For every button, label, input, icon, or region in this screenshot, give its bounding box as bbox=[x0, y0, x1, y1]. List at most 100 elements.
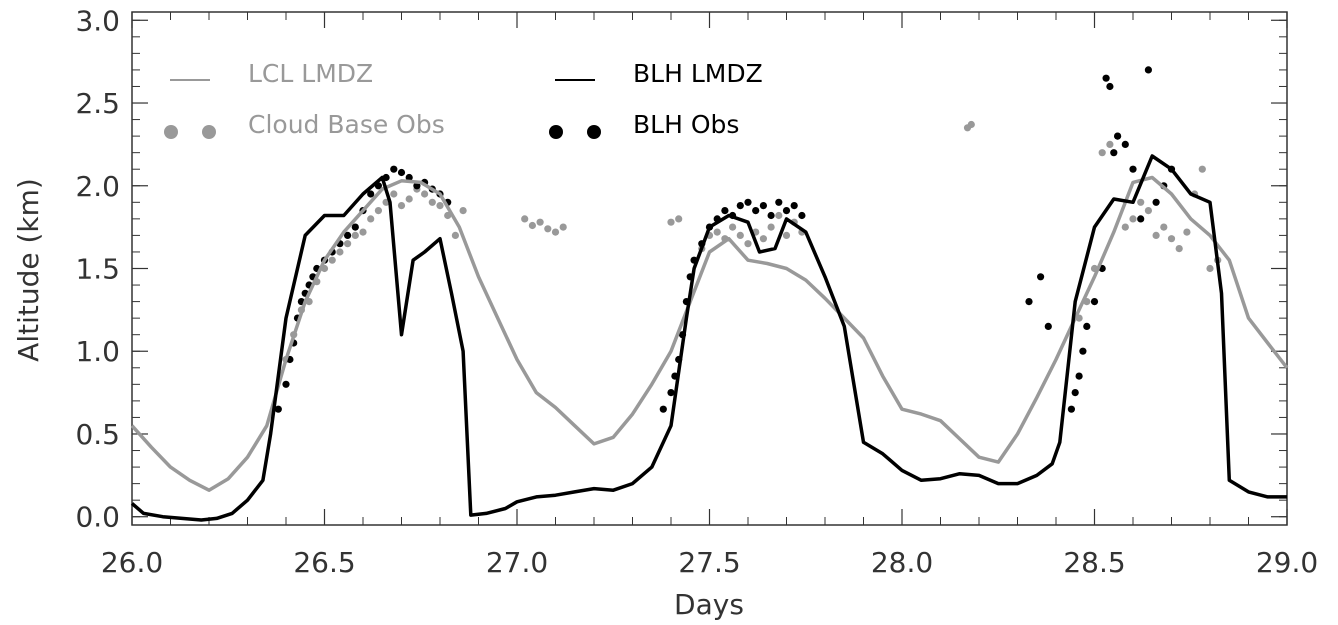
legend-label-cloud-base-obs: Cloud Base Obs bbox=[248, 110, 445, 139]
point-cloud-base-obs bbox=[428, 198, 436, 206]
point-blh-obs bbox=[1044, 322, 1052, 330]
point-blh-obs bbox=[390, 165, 398, 173]
point-cloud-base-obs bbox=[1160, 223, 1168, 231]
plot-frame bbox=[131, 11, 1288, 526]
point-blh-obs bbox=[775, 198, 783, 206]
point-cloud-base-obs bbox=[767, 223, 775, 231]
point-blh-obs bbox=[351, 223, 359, 231]
point-blh-obs bbox=[1071, 389, 1079, 397]
legend-swatch-cloud-base-obs-2 bbox=[202, 125, 216, 139]
point-cloud-base-obs bbox=[1098, 149, 1106, 157]
point-cloud-base-obs bbox=[1152, 231, 1160, 239]
point-blh-obs bbox=[1067, 405, 1075, 413]
y-tick-label: 0.5 bbox=[75, 418, 120, 451]
point-blh-obs bbox=[1137, 215, 1145, 223]
point-cloud-base-obs bbox=[536, 218, 544, 226]
point-blh-obs bbox=[1102, 74, 1110, 82]
point-cloud-base-obs bbox=[459, 207, 467, 215]
point-cloud-base-obs bbox=[421, 190, 429, 198]
point-blh-obs bbox=[1025, 298, 1033, 306]
point-blh-obs bbox=[1079, 347, 1087, 355]
point-cloud-base-obs bbox=[667, 218, 675, 226]
point-cloud-base-obs bbox=[713, 228, 721, 236]
point-cloud-base-obs bbox=[397, 202, 406, 210]
point-cloud-base-obs bbox=[521, 215, 529, 223]
point-cloud-base-obs bbox=[967, 120, 975, 129]
point-blh-obs bbox=[736, 202, 744, 210]
point-blh-obs bbox=[659, 405, 667, 413]
point-blh-obs bbox=[1114, 132, 1122, 140]
y-tick-label: 2.0 bbox=[75, 170, 120, 203]
point-blh-obs bbox=[274, 405, 282, 413]
point-cloud-base-obs bbox=[736, 231, 744, 239]
y-tick-label: 3.0 bbox=[75, 4, 120, 37]
series-line-lcl-lmdz bbox=[130, 175, 1289, 492]
point-cloud-base-obs bbox=[729, 223, 737, 231]
point-blh-obs bbox=[413, 182, 421, 190]
point-blh-obs bbox=[405, 173, 413, 182]
point-blh-obs bbox=[282, 380, 290, 388]
series-layer bbox=[130, 66, 1289, 522]
legend-label-blh-lmdz: BLH LMDZ bbox=[633, 59, 763, 88]
point-cloud-base-obs bbox=[1206, 264, 1214, 273]
point-blh-obs bbox=[744, 198, 752, 206]
point-cloud-base-obs bbox=[451, 231, 459, 239]
axis-ticks bbox=[131, 12, 1288, 525]
point-cloud-base-obs bbox=[744, 240, 752, 248]
point-blh-obs bbox=[767, 211, 775, 220]
point-cloud-base-obs bbox=[336, 248, 344, 256]
point-blh-obs bbox=[782, 207, 791, 215]
point-blh-obs bbox=[1121, 140, 1129, 148]
point-cloud-base-obs bbox=[1183, 228, 1191, 236]
x-axis-title: Days bbox=[674, 588, 744, 621]
point-blh-obs bbox=[1075, 372, 1083, 380]
point-blh-obs bbox=[344, 231, 352, 239]
point-blh-obs bbox=[667, 389, 675, 397]
legend-swatch-blh-obs-2 bbox=[587, 125, 601, 139]
point-cloud-base-obs bbox=[675, 215, 683, 223]
point-blh-obs bbox=[1083, 322, 1091, 330]
point-cloud-base-obs bbox=[344, 240, 352, 248]
y-tick-label: 2.5 bbox=[75, 87, 120, 120]
point-cloud-base-obs bbox=[351, 231, 359, 239]
point-blh-obs bbox=[798, 211, 806, 220]
y-tick-label: 1.0 bbox=[75, 335, 120, 368]
point-cloud-base-obs bbox=[367, 215, 375, 223]
point-blh-obs bbox=[367, 190, 375, 198]
x-tick-label: 26.0 bbox=[101, 546, 163, 579]
y-axis-title: Altitude (km) bbox=[12, 178, 45, 362]
point-cloud-base-obs bbox=[1175, 245, 1183, 253]
x-tick-label: 26.5 bbox=[293, 546, 355, 579]
point-cloud-base-obs bbox=[1129, 215, 1137, 223]
legend: LCL LMDZ BLH LMDZ Cloud Base Obs BLH Obs bbox=[164, 59, 763, 139]
point-blh-obs bbox=[1110, 149, 1118, 157]
point-blh-obs bbox=[721, 207, 729, 215]
legend-swatch-blh-obs-1 bbox=[549, 125, 563, 139]
axis-tick-labels: 26.0 26.5 27.0 27.5 28.0 28.5 29.0 0.0 0.5 1.0 1.5… bbox=[75, 4, 1318, 579]
point-cloud-base-obs bbox=[759, 235, 768, 243]
x-tick-label: 29.0 bbox=[1256, 546, 1318, 579]
x-tick-label: 27.5 bbox=[678, 546, 740, 579]
point-blh-obs bbox=[1152, 198, 1160, 206]
point-blh-obs bbox=[752, 207, 760, 215]
point-cloud-base-obs bbox=[1167, 235, 1176, 243]
point-cloud-base-obs bbox=[328, 256, 336, 264]
legend-label-lcl-lmdz: LCL LMDZ bbox=[248, 59, 373, 88]
point-cloud-base-obs bbox=[1144, 207, 1152, 215]
point-cloud-base-obs bbox=[1106, 140, 1114, 148]
legend-swatch-cloud-base-obs-1 bbox=[164, 125, 178, 139]
point-cloud-base-obs bbox=[1137, 198, 1145, 206]
x-tick-label: 28.5 bbox=[1063, 546, 1125, 579]
series-line-blh-lmdz bbox=[130, 154, 1287, 522]
point-blh-obs bbox=[790, 202, 798, 210]
point-blh-obs bbox=[1106, 82, 1114, 91]
point-cloud-base-obs bbox=[551, 228, 560, 236]
point-blh-obs bbox=[1037, 273, 1045, 281]
point-cloud-base-obs bbox=[528, 221, 537, 230]
point-blh-obs bbox=[397, 168, 406, 177]
point-cloud-base-obs bbox=[775, 211, 783, 220]
point-cloud-base-obs bbox=[1121, 223, 1129, 231]
point-blh-obs bbox=[1144, 66, 1152, 74]
point-cloud-base-obs bbox=[390, 190, 398, 198]
